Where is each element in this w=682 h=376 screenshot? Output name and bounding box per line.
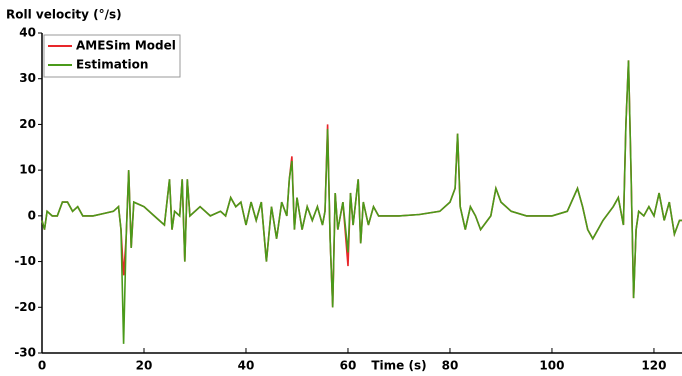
chart-title: Roll velocity (°/s): [6, 8, 122, 22]
legend-label: Estimation: [76, 58, 148, 72]
x-tick-label: 100: [539, 359, 564, 373]
x-tick-label: 20: [136, 359, 153, 373]
y-tick-label: -30: [14, 346, 36, 360]
x-tick-label: 80: [442, 359, 459, 373]
x-tick-label: 60: [340, 359, 357, 373]
y-tick-label: 0: [28, 208, 36, 222]
legend-label: AMESim Model: [76, 39, 176, 53]
y-tick-label: 10: [19, 163, 36, 177]
y-tick-label: 20: [19, 117, 36, 131]
y-tick-label: 40: [19, 26, 36, 40]
y-tick-label: -10: [14, 254, 36, 268]
series-line: [41, 60, 682, 308]
x-axis-label: Time (s): [371, 359, 426, 373]
x-tick-label: 40: [238, 359, 255, 373]
x-tick-label: 120: [641, 359, 666, 373]
legend-box: [43, 34, 181, 78]
series-line: [41, 60, 682, 344]
x-tick-label: 0: [38, 359, 46, 373]
y-tick-label: -20: [14, 300, 36, 314]
y-tick-label: 30: [19, 71, 36, 85]
